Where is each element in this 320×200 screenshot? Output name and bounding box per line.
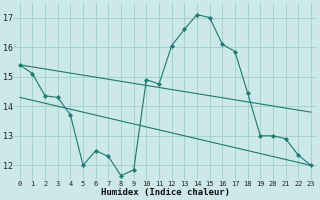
X-axis label: Humidex (Indice chaleur): Humidex (Indice chaleur) xyxy=(101,188,230,197)
